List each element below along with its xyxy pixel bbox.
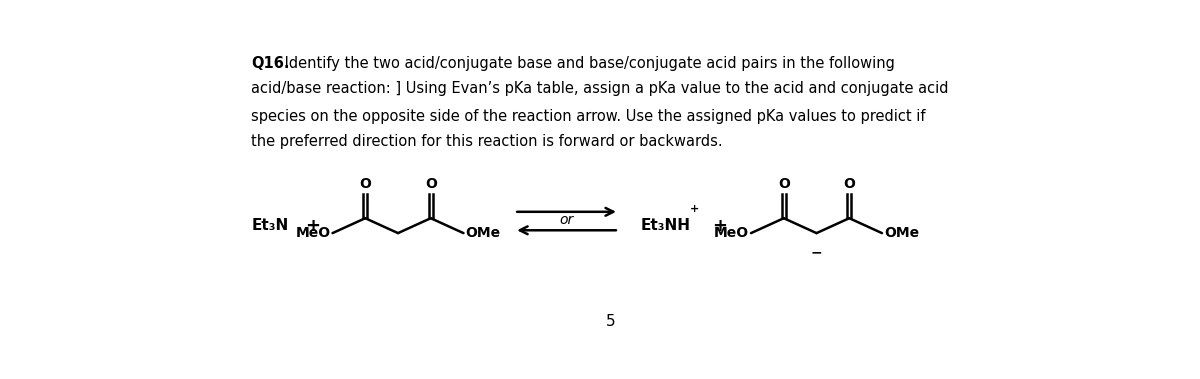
Text: O: O [844, 177, 856, 191]
Text: MeO: MeO [295, 226, 330, 240]
Text: +: + [305, 217, 320, 235]
Text: Et₃NH: Et₃NH [641, 218, 690, 233]
Text: O: O [359, 177, 371, 191]
Text: or: or [559, 213, 574, 227]
Text: O: O [778, 177, 790, 191]
Text: 5: 5 [606, 315, 616, 329]
Text: OMe: OMe [884, 226, 919, 240]
Text: Identify the two acid/conjugate base and base/conjugate acid pairs in the follow: Identify the two acid/conjugate base and… [281, 56, 895, 71]
Text: species on the opposite side of the reaction arrow. Use the assigned pKa values : species on the opposite side of the reac… [251, 110, 925, 124]
Text: acid/base reaction: ] Using Evan’s pKa table, assign a pKa value to the acid and: acid/base reaction: ] Using Evan’s pKa t… [251, 81, 948, 96]
Text: Et₃N: Et₃N [252, 218, 289, 233]
Text: the preferred direction for this reaction is forward or backwards.: the preferred direction for this reactio… [251, 134, 722, 149]
Text: O: O [425, 177, 437, 191]
Text: +: + [690, 204, 700, 214]
Text: OMe: OMe [466, 226, 500, 240]
Text: −: − [811, 245, 822, 259]
Text: Q16.: Q16. [251, 56, 289, 71]
Text: +: + [712, 217, 727, 235]
Text: MeO: MeO [714, 226, 749, 240]
